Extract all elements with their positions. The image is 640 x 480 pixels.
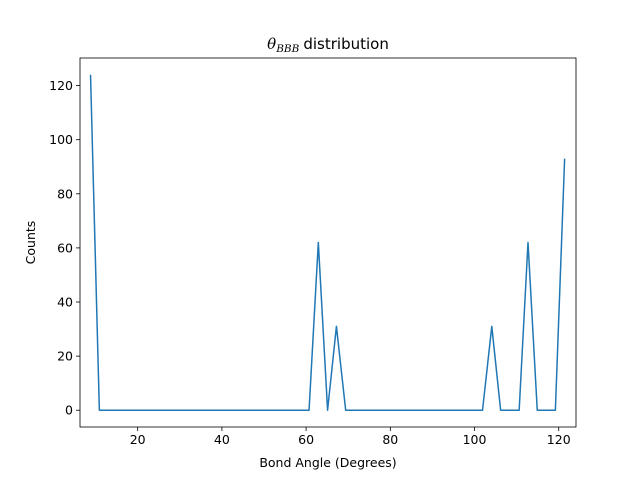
x-tick-label: 120 xyxy=(547,432,571,447)
x-axis-title: Bond Angle (Degrees) xyxy=(259,455,396,470)
y-axis-title: Counts xyxy=(23,221,38,265)
y-tick-label: 100 xyxy=(49,132,73,147)
ticks-layer: 20 40 60 80 100 120 0 20 40 60 80 100 120 xyxy=(49,78,571,447)
title-subscript: BBB xyxy=(275,43,299,55)
x-tick-label: 60 xyxy=(298,432,314,447)
y-tick-label: 20 xyxy=(57,349,73,364)
x-tick-label: 80 xyxy=(382,432,398,447)
plot-layer xyxy=(89,74,566,411)
y-tick-label: 0 xyxy=(65,403,73,418)
title-symbol: θ xyxy=(267,35,276,53)
y-tick-label: 80 xyxy=(57,186,73,201)
chart-title: θBBB distribution xyxy=(267,35,389,55)
x-tick-label: 40 xyxy=(214,432,230,447)
title-text: distribution xyxy=(303,35,388,53)
series-line xyxy=(89,74,566,411)
x-tick-label: 20 xyxy=(130,432,146,447)
y-tick-label: 40 xyxy=(57,295,73,310)
y-tick-label: 120 xyxy=(49,78,73,93)
y-tick-label: 60 xyxy=(57,240,73,255)
axes-frame xyxy=(79,57,577,428)
x-tick-label: 100 xyxy=(463,432,487,447)
